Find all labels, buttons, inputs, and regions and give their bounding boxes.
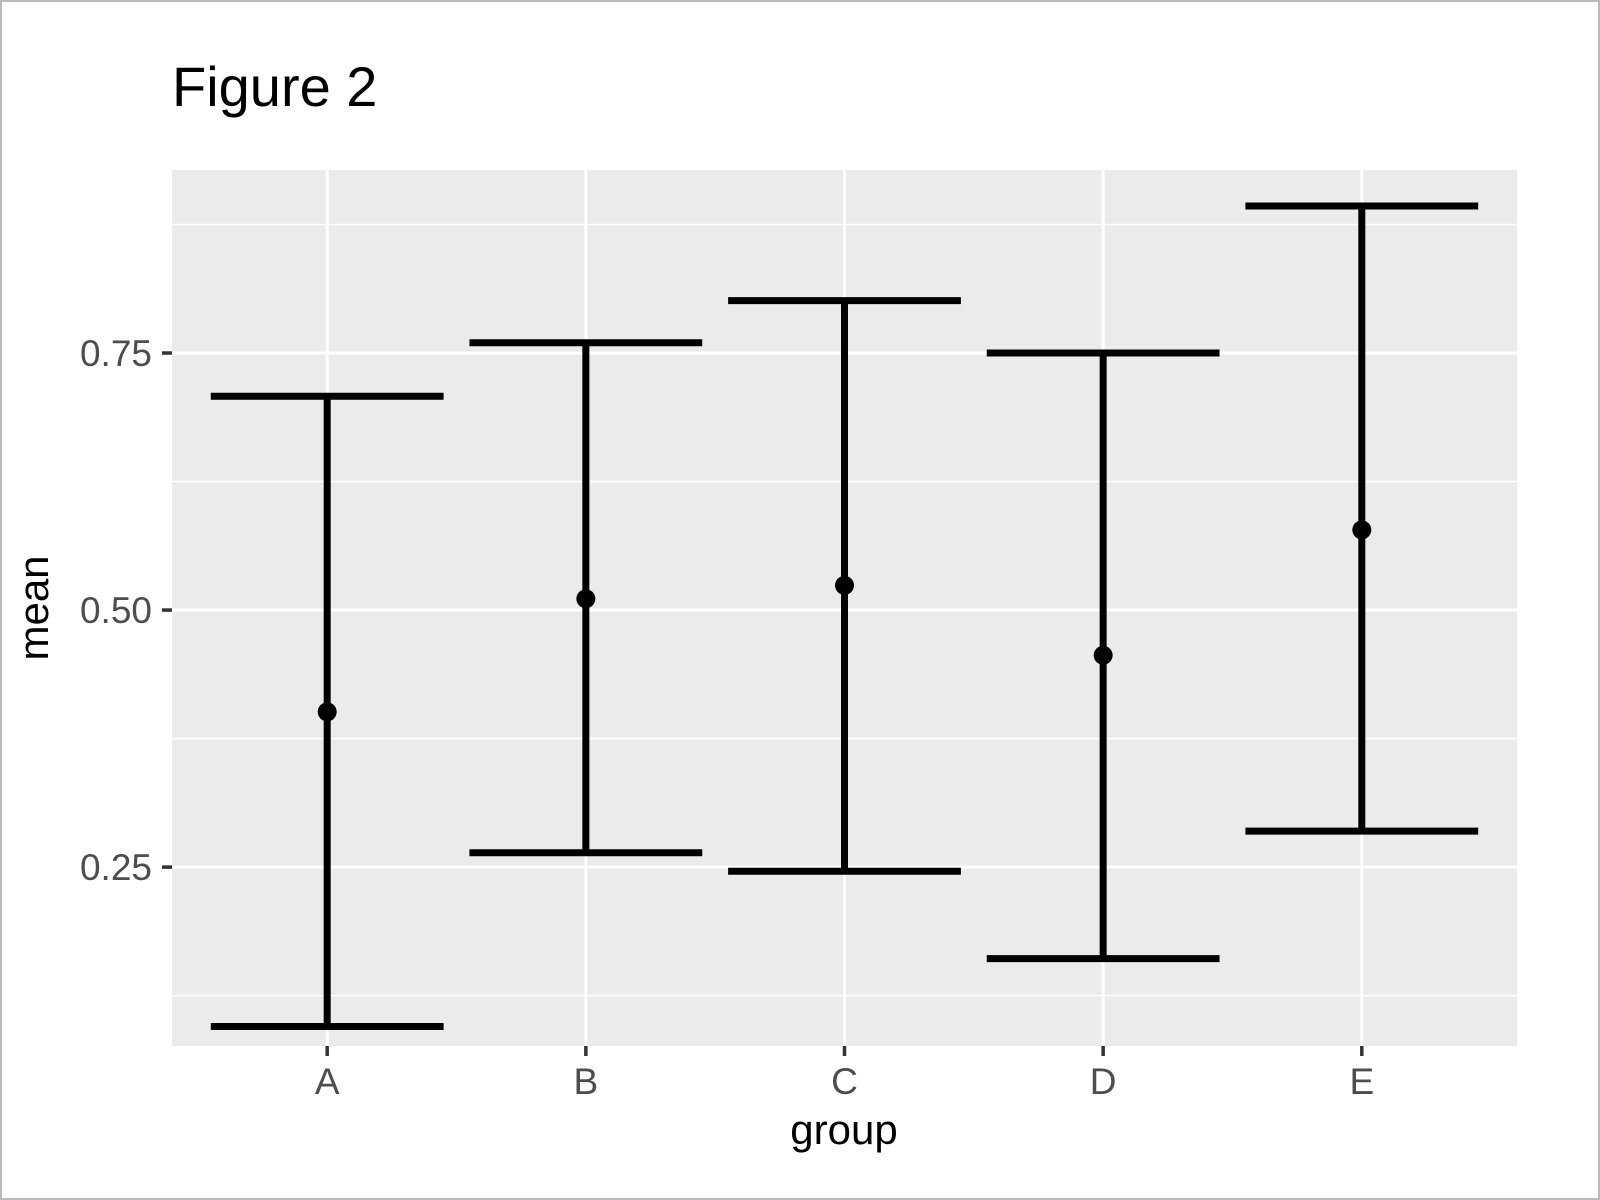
x-tick-label-E: E	[1349, 1061, 1374, 1102]
x-tick-label-B: B	[574, 1061, 599, 1102]
y-tick-label-0.25: 0.25	[80, 847, 152, 888]
x-tick-label-D: D	[1090, 1061, 1117, 1102]
mean-point-B	[576, 589, 596, 609]
y-tick-label-0.50: 0.50	[80, 590, 152, 631]
errorbar-group-C	[728, 297, 961, 875]
errorbar-group-D	[986, 349, 1220, 963]
errorbar-group-E	[1245, 202, 1479, 835]
chart-title: Figure 2	[172, 55, 377, 118]
errorbar-group-B	[469, 339, 703, 857]
axis-ticks	[162, 351, 1364, 1056]
mean-point-E	[1352, 520, 1372, 540]
errorbar-group-A	[210, 392, 444, 1030]
x-tick-label-A: A	[315, 1061, 340, 1102]
y-axis-title: mean	[10, 555, 57, 660]
x-axis-title: group	[790, 1106, 897, 1153]
axis-tick-labels: 0.25 0.50 0.75 A B C D E	[80, 333, 1374, 1102]
y-tick-label-0.75: 0.75	[80, 333, 152, 374]
mean-point-D	[1093, 645, 1113, 665]
x-tick-label-C: C	[831, 1061, 858, 1102]
mean-point-A	[317, 702, 337, 722]
mean-point-C	[835, 575, 854, 595]
errorbar-series	[210, 202, 1479, 1030]
